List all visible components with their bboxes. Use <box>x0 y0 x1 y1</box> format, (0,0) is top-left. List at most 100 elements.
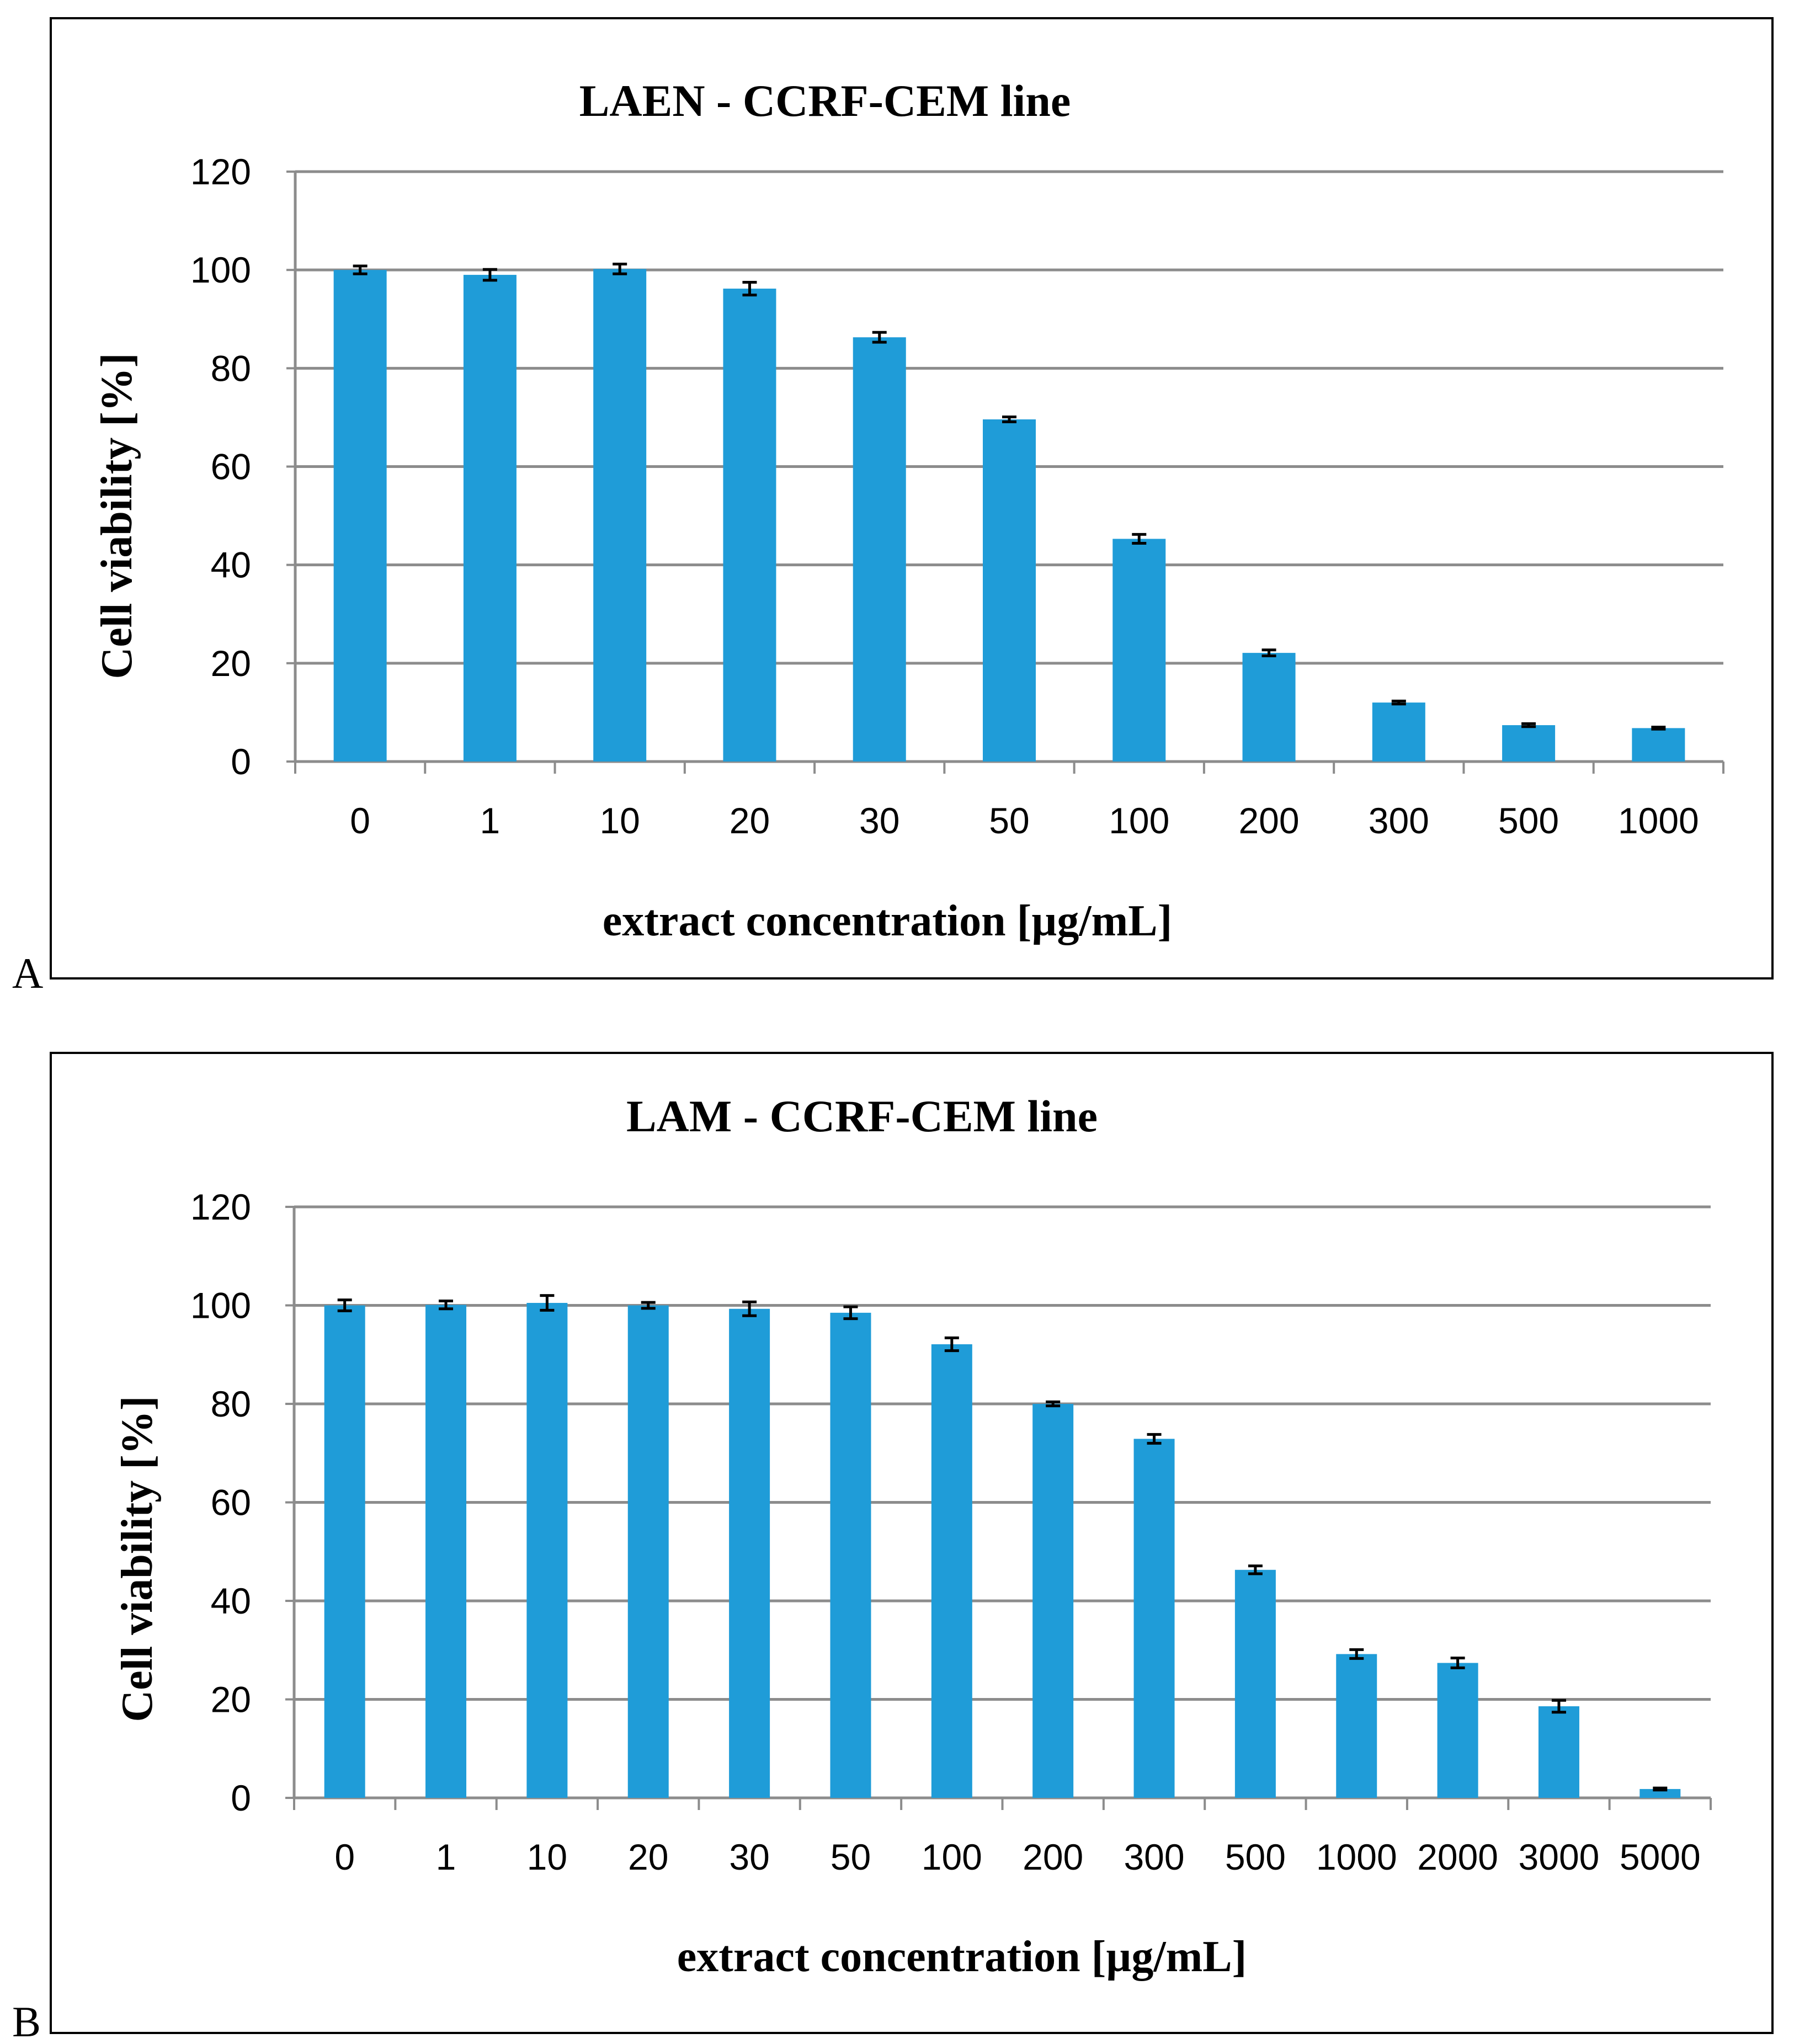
panel-b-error-bar-20 <box>641 1301 656 1310</box>
panel-b-bar-300 <box>1133 1439 1175 1798</box>
panel-b-x-tick-label: 3000 <box>1519 1837 1600 1877</box>
panel-b-title: LAM - CCRF-CEM line <box>626 1091 1098 1141</box>
panel-b-x-tick-label: 500 <box>1225 1837 1286 1877</box>
panel-b-error-bar-200 <box>1046 1400 1061 1408</box>
panel-a-y-tick-label: 120 <box>190 151 251 192</box>
panel-b-x-tick-label: 5000 <box>1620 1837 1701 1877</box>
panel-b-bar-10 <box>526 1303 568 1798</box>
panel-b-x-tick-label: 0 <box>334 1837 355 1877</box>
panel-b-bar-2000 <box>1437 1663 1478 1798</box>
panel-b-error-bar-50 <box>843 1305 858 1321</box>
panel-b-bar-200 <box>1032 1404 1074 1798</box>
panel-a-error-bar-300 <box>1391 699 1406 706</box>
panel-b-x-tick-label: 30 <box>729 1837 769 1877</box>
panel-a-bar-0 <box>333 270 387 762</box>
panel-b-bar-1000 <box>1336 1654 1377 1798</box>
panel-b-x-tick-label: 2000 <box>1417 1837 1498 1877</box>
panel-a-x-tick-label: 1 <box>480 800 501 841</box>
panel-a-x-tick-label: 30 <box>859 800 899 841</box>
panel-a-x-tick-label: 300 <box>1369 800 1429 841</box>
panel-a-bar-100 <box>1112 539 1166 762</box>
panel-a-error-bar-200 <box>1261 648 1276 657</box>
panel-a-error-bar-10 <box>613 262 627 275</box>
panel-a-x-tick-label: 200 <box>1238 800 1299 841</box>
panel-b-error-bar-5000 <box>1653 1786 1668 1792</box>
panel-b-x-axis-label: extract concentration [µg/mL] <box>677 1933 1247 1981</box>
panel-a-bar-200 <box>1242 653 1296 762</box>
panel-a-x-tick-label: 0 <box>350 800 370 841</box>
panel-b-bar-3000 <box>1538 1706 1579 1798</box>
panel-a-error-bar-500 <box>1521 722 1536 728</box>
panel-b-y-tick-label: 120 <box>190 1186 251 1227</box>
panel-a-x-tick-label: 500 <box>1498 800 1559 841</box>
panel-b-bar-30 <box>729 1308 770 1798</box>
panel-a-error-bar-1 <box>482 268 497 282</box>
panel-b-y-tick-label: 0 <box>231 1777 251 1818</box>
panel-a-y-tick-label: 40 <box>211 545 251 585</box>
panel-b-bar-100 <box>931 1344 972 1798</box>
panel-b-error-bar-3000 <box>1551 1699 1566 1714</box>
panel-b-x-tick-label: 20 <box>628 1837 668 1877</box>
panel-a-error-bar-20 <box>742 280 757 297</box>
panel-a-x-axis-label: extract concentration [µg/mL] <box>603 897 1172 945</box>
panel-a-error-bar-100 <box>1132 533 1147 545</box>
panel-a-y-tick-label: 80 <box>211 348 251 388</box>
panel-a-bar-1000 <box>1632 728 1685 762</box>
panel-b-y-tick-label: 100 <box>190 1285 251 1326</box>
panel-a-bar-300 <box>1372 702 1425 762</box>
panel-a-y-tick-label: 20 <box>211 643 251 684</box>
panel-b-bar-500 <box>1234 1569 1276 1798</box>
panel-a-bar-1 <box>463 275 517 762</box>
panel-b-bar-20 <box>627 1305 669 1798</box>
panel-b-frame <box>50 1052 1774 2034</box>
panel-a-letter: A <box>12 949 43 997</box>
panel-a-x-tick-label: 10 <box>599 800 640 841</box>
panel-a-x-tick-label: 1000 <box>1618 800 1699 841</box>
panel-a-error-bar-1000 <box>1651 726 1666 731</box>
panel-b-y-tick-label: 60 <box>211 1482 251 1523</box>
panel-a-y-axis-label: Cell viability [%] <box>93 353 141 679</box>
panel-b-x-tick-label: 1000 <box>1316 1837 1397 1877</box>
panel-a-x-tick-label: 20 <box>730 800 770 841</box>
panel-b-y-tick-label: 20 <box>211 1679 251 1720</box>
panel-a-y-tick-label: 100 <box>190 249 251 290</box>
panel-b-bar-0 <box>324 1305 365 1798</box>
panel-b-x-tick-label: 50 <box>831 1837 871 1877</box>
panel-b-bar-5000 <box>1639 1788 1681 1798</box>
panel-b-x-tick-label: 1 <box>436 1837 456 1877</box>
panel-b-x-tick-label: 10 <box>527 1837 567 1877</box>
panel-b-error-bar-100 <box>944 1336 959 1353</box>
panel-b-bar-1 <box>425 1305 467 1798</box>
panel-b-y-tick-label: 80 <box>211 1383 251 1424</box>
panel-a-x-tick-label: 100 <box>1109 800 1169 841</box>
panel-a-error-bar-0 <box>353 264 368 275</box>
panel-b-error-bar-2000 <box>1450 1657 1465 1669</box>
panel-a-bar-500 <box>1502 725 1556 762</box>
panel-a-plot: 0 20 40 60 80 100 120 0 1 10 20 30 50 100 200 300 500 100… <box>190 151 1724 841</box>
panel-b-error-bar-1 <box>439 1299 454 1311</box>
panel-a-y-tick-label: 60 <box>211 446 251 487</box>
panel-a-frame <box>50 17 1774 980</box>
panel-a-bar-30 <box>853 337 906 762</box>
panel-b-x-tick-label: 200 <box>1023 1837 1083 1877</box>
panel-b-error-bar-500 <box>1248 1564 1263 1575</box>
panel-a-bar-50 <box>983 419 1036 762</box>
panel-b-bar-50 <box>830 1312 871 1798</box>
panel-a-bar-10 <box>593 269 647 762</box>
panel-b-letter: B <box>12 1998 41 2044</box>
panel-b-x-tick-label: 300 <box>1124 1837 1184 1877</box>
panel-b-y-axis-label: Cell viability [%] <box>113 1396 162 1722</box>
panel-b-error-bar-1000 <box>1349 1648 1364 1660</box>
panel-a-error-bar-50 <box>1002 416 1016 423</box>
panel-a-y-tick-label: 0 <box>231 741 251 782</box>
panel-a-x-tick-label: 50 <box>989 800 1029 841</box>
panel-b-x-tick-label: 100 <box>922 1837 982 1877</box>
panel-b-error-bar-10 <box>540 1294 555 1312</box>
panel-b-y-tick-label: 40 <box>211 1580 251 1621</box>
panel-a-title: LAEN - CCRF-CEM line <box>579 76 1071 126</box>
panel-b-error-bar-300 <box>1147 1433 1162 1445</box>
panel-b-plot: 0 20 40 60 80 100 120 0 1 10 20 30 50 100 200 300 500 100… <box>190 1186 1712 1877</box>
panel-a-bar-20 <box>723 289 776 762</box>
panel-b-error-bar-30 <box>742 1300 757 1317</box>
